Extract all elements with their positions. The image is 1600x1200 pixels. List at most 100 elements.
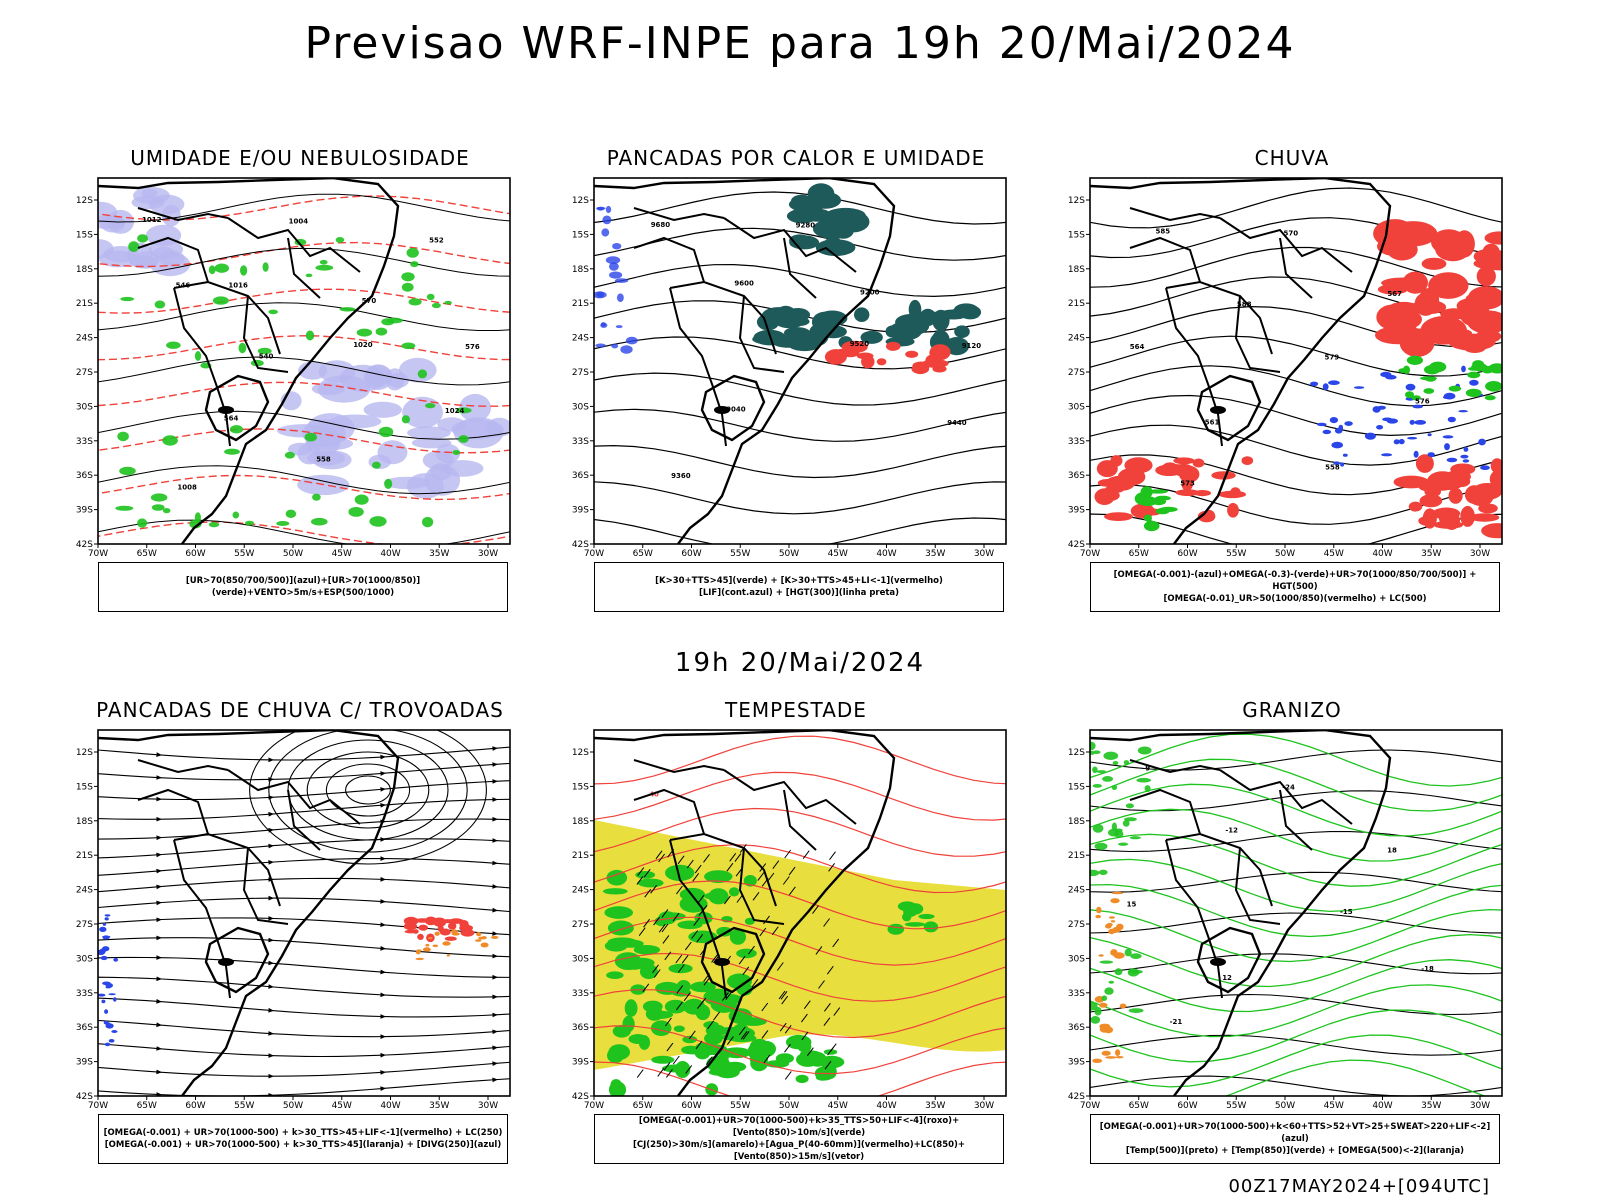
legend-line: [OMEGA(-0.001) + UR>70(1000-500) + k>30_… (103, 1128, 503, 1138)
lon-tick-label: 60W (185, 549, 205, 559)
contour-label: 9360 (671, 472, 691, 480)
lon-tick-label: 60W (681, 1101, 701, 1111)
lon-tick-label: 50W (283, 549, 303, 559)
lon-tick-label: 65W (1129, 1101, 1149, 1111)
contour-label: 552 (429, 237, 444, 245)
lon-tick-label: 30W (974, 549, 994, 559)
panel-title: GRANIZO (1242, 698, 1342, 722)
weather-map: -9 -12 -15 -18 -21 -24 18 15 12 12S 15S 18S 21S 24S 27… (1068, 729, 1503, 1111)
legend-box: [OMEGA(-0.001) + UR>70(1000-500) + k>30_… (98, 1114, 508, 1164)
contour-label: 585 (1156, 228, 1171, 236)
contour-label: 564 (1130, 343, 1145, 351)
contour-label: 9680 (651, 221, 671, 229)
panel-tempestade: 40 12S 15S 18S 21S 24S 27S 30S 33S 36S 39S 42S 70W 65… (556, 698, 1036, 1178)
lat-tick-label: 36S (572, 1023, 589, 1033)
lon-tick-label: 65W (633, 1101, 653, 1111)
legend-line: [OMEGA(-0.01)_UR>50(1000/850)(vermelho) … (1163, 594, 1427, 604)
lat-tick-label: 36S (1068, 471, 1085, 481)
lat-tick-label: 27S (572, 920, 589, 930)
lon-tick-label: 55W (234, 1101, 254, 1111)
lon-tick-label: 40W (1372, 549, 1392, 559)
page-title: Previsao WRF-INPE para 19h 20/Mai/2024 (304, 18, 1296, 69)
contour-label: 1016 (228, 281, 248, 289)
contour-label: -21 (1170, 1018, 1183, 1026)
lon-tick-label: 40W (1372, 1101, 1392, 1111)
lon-tick-label: 40W (876, 1101, 896, 1111)
lat-tick-label: 18S (76, 817, 93, 827)
lon-tick-label: 50W (283, 1101, 303, 1111)
lon-tick-label: 60W (1177, 1101, 1197, 1111)
lat-tick-label: 30S (1068, 402, 1085, 412)
legend-line: [OMEGA(-0.001)+UR>70(1000-500)+k<60+TTS>… (1099, 1122, 1491, 1144)
contour-label: 1008 (177, 483, 197, 491)
contour-label: 1004 (289, 218, 309, 226)
contour-label: 9440 (947, 419, 967, 427)
lat-tick-label: 24S (572, 886, 589, 896)
legend-line: [OMEGA(-0.001) + UR>70(1000-500) + k>30_… (104, 1140, 502, 1150)
legend-box: [UR>70(850/700/500)](azul)+[UR>70(1000/8… (98, 562, 508, 612)
lon-tick-label: 50W (1275, 549, 1295, 559)
weather-map: 1012 1016 1020 1024 1008 1004 570 576 564 558 552 5… (76, 177, 511, 559)
lon-tick-label: 65W (137, 1101, 157, 1111)
panel-title: TEMPESTADE (725, 698, 867, 722)
legend-line: [K>30+TTS>45](verde) + [K>30+TTS>45+LI<-… (655, 576, 943, 586)
lat-tick-label: 30S (572, 402, 589, 412)
map-frame (1089, 729, 1503, 1097)
lat-tick-label: 12S (1068, 196, 1085, 206)
lat-tick-label: 42S (1068, 1092, 1085, 1102)
legend-line: [OMEGA(-0.001)-(azul)+OMEGA(-0.3)-(verde… (1113, 570, 1477, 592)
map-frame (97, 729, 511, 1097)
panel-granizo: -9 -12 -15 -18 -21 -24 18 15 12 12S 15S 18S 21S 24S 27… (1052, 698, 1532, 1178)
contour-label: 570 (1284, 229, 1299, 237)
legend-line: [LIF](cont.azul) + [HGT(300)](linha pret… (698, 588, 900, 598)
lon-tick-label: 30W (1470, 549, 1490, 559)
lat-tick-label: 18S (1068, 817, 1085, 827)
lon-tick-label: 45W (332, 549, 352, 559)
lon-tick-label: 70W (584, 1101, 604, 1111)
lon-tick-label: 35W (429, 1101, 449, 1111)
contour-label: 1024 (445, 407, 465, 415)
lat-tick-label: 24S (76, 886, 93, 896)
lon-tick-label: 55W (1226, 549, 1246, 559)
lat-tick-label: 39S (76, 506, 93, 516)
lon-tick-label: 30W (974, 1101, 994, 1111)
lon-tick-label: 30W (478, 1101, 498, 1111)
lat-tick-label: 24S (76, 334, 93, 344)
lat-tick-label: 21S (1068, 851, 1085, 861)
legend-box: [K>30+TTS>45](verde) + [K>30+TTS>45+LI<-… (594, 562, 1004, 612)
lon-tick-label: 55W (234, 549, 254, 559)
lat-tick-label: 27S (76, 920, 93, 930)
lat-tick-label: 36S (572, 471, 589, 481)
legend-line: [Temp(500)](preto) + [Temp(850)](verde) … (1125, 1146, 1465, 1156)
lat-tick-label: 18S (572, 817, 589, 827)
lat-tick-label: 42S (572, 1092, 589, 1102)
contour-label: 570 (362, 297, 377, 305)
contour-label: 18 (1387, 846, 1397, 854)
lat-tick-label: 33S (76, 989, 93, 999)
lat-tick-label: 30S (1068, 954, 1085, 964)
lat-tick-label: 30S (76, 402, 93, 412)
contour-label: -12 (1225, 826, 1238, 834)
lat-tick-label: 33S (572, 437, 589, 447)
panel-pancadas-calor: 9680 9600 9520 9440 9360 9280 9200 9120 9040 12S 1… (556, 146, 1036, 626)
legend-box: [OMEGA(-0.001)+UR>70(1000-500)+k>35_TTS>… (594, 1114, 1004, 1164)
lon-tick-label: 45W (1324, 1101, 1344, 1111)
legend-box: [OMEGA(-0.001)+UR>70(1000-500)+k<60+TTS>… (1090, 1114, 1500, 1164)
lat-tick-label: 27S (572, 368, 589, 378)
lat-tick-label: 39S (76, 1058, 93, 1068)
legend-line: [UR>70(850/700/500)](azul)+[UR>70(1000/8… (185, 576, 421, 598)
lon-tick-label: 35W (1421, 549, 1441, 559)
lat-tick-label: 27S (1068, 920, 1085, 930)
panel-title: CHUVA (1254, 146, 1330, 170)
lat-tick-label: 18S (1068, 265, 1085, 275)
lon-tick-label: 65W (633, 549, 653, 559)
contour-label: 561 (1205, 418, 1220, 426)
lon-tick-label: 30W (1470, 1101, 1490, 1111)
panel-title: UMIDADE E/OU NEBULOSIDADE (130, 146, 470, 170)
contour-label: 9600 (734, 280, 754, 288)
lat-tick-label: 33S (1068, 437, 1085, 447)
lon-tick-label: 40W (380, 1101, 400, 1111)
lat-tick-label: 15S (76, 782, 93, 792)
